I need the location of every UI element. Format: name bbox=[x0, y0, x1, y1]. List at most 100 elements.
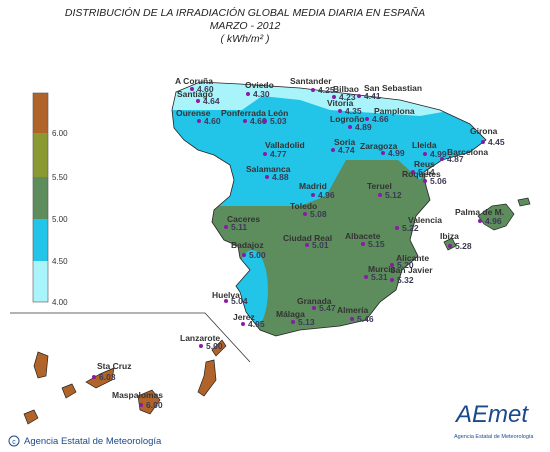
station-name: Salamanca bbox=[246, 164, 291, 174]
legend-tick-label: 6.00 bbox=[52, 129, 68, 138]
station-name: Murcia bbox=[368, 264, 396, 274]
legend-band bbox=[33, 93, 48, 133]
el-hierro bbox=[23, 409, 39, 425]
legend-band bbox=[33, 177, 48, 219]
station-value: 4.66 bbox=[372, 114, 389, 124]
credit: Agencia Estatal de Meteorología bbox=[24, 436, 162, 447]
station-name: Valencia bbox=[408, 215, 442, 225]
station-value: 4.95 bbox=[248, 319, 265, 329]
station-name: Granada bbox=[297, 296, 332, 306]
station-value: 4.45 bbox=[488, 137, 505, 147]
station-dot bbox=[291, 320, 295, 324]
station-value: 5.03 bbox=[270, 116, 287, 126]
station-value: 5.00 bbox=[249, 250, 266, 260]
station-name: Roquetes bbox=[402, 169, 441, 179]
station-value: 4.87 bbox=[447, 154, 464, 164]
station-dot bbox=[199, 344, 203, 348]
legend-frame bbox=[32, 92, 49, 303]
station-dot bbox=[395, 226, 399, 230]
lanzarote bbox=[211, 339, 227, 357]
station-name: Maspalomas bbox=[112, 390, 163, 400]
station-dot bbox=[243, 119, 247, 123]
station-value: 4.96 bbox=[318, 190, 335, 200]
station-dot bbox=[423, 152, 427, 156]
station-value: 4.60 bbox=[204, 116, 221, 126]
station-dot bbox=[246, 92, 250, 96]
station-name: Bilbao bbox=[333, 84, 359, 94]
station-name: Lanzarote bbox=[180, 333, 220, 343]
station-value: 4.64 bbox=[203, 96, 220, 106]
station-name: Almería bbox=[337, 305, 368, 315]
station-value: 4.60 bbox=[197, 84, 214, 94]
copyright-icon bbox=[8, 435, 20, 447]
station-name: Pamplona bbox=[374, 106, 415, 116]
station-dot bbox=[364, 275, 368, 279]
station-dot bbox=[361, 242, 365, 246]
station-value: 5.22 bbox=[402, 223, 419, 233]
stations: A Coruña4.60Santiago4.64Oviedo4.30Santan… bbox=[92, 76, 505, 410]
legend-tick-label: 5.50 bbox=[52, 173, 68, 182]
logo-caption: Agencia Estatal de Meteorología bbox=[454, 434, 534, 440]
la-gomera bbox=[61, 383, 77, 399]
station-value: 4.66 bbox=[250, 116, 267, 126]
station-value: 5.08 bbox=[310, 209, 327, 219]
station-value: 4.77 bbox=[270, 149, 287, 159]
station-name: Caceres bbox=[227, 214, 260, 224]
logo: AEmet bbox=[454, 401, 529, 428]
station-dot bbox=[242, 253, 246, 257]
station-name: Toledo bbox=[290, 201, 317, 211]
station-name: San Sebastian bbox=[364, 83, 422, 93]
station-dot bbox=[448, 244, 452, 248]
coastline bbox=[171, 81, 487, 337]
station-name: Vitoria bbox=[327, 98, 354, 108]
station-dot bbox=[263, 119, 267, 123]
station-name: Oviedo bbox=[245, 80, 274, 90]
station-value: 5.31 bbox=[371, 272, 388, 282]
station-name: Ourense bbox=[176, 108, 211, 118]
station-value: 5.47 bbox=[319, 303, 336, 313]
station-dot bbox=[481, 140, 485, 144]
station-dot bbox=[411, 170, 415, 174]
legend-tick-label: 5.00 bbox=[52, 215, 68, 224]
menorca bbox=[517, 197, 531, 207]
station-dot bbox=[265, 175, 269, 179]
station-value: 4.41 bbox=[364, 91, 381, 101]
zone-lightcyan bbox=[172, 82, 486, 116]
station-name: Jerez bbox=[233, 312, 255, 322]
station-dot bbox=[423, 179, 427, 183]
station-value: 5.00 bbox=[206, 341, 223, 351]
station-name: Soria bbox=[334, 137, 356, 147]
station-value: 4.23 bbox=[339, 92, 356, 102]
station-dot bbox=[338, 109, 342, 113]
station-dot bbox=[440, 157, 444, 161]
station-value: 4.99 bbox=[430, 149, 447, 159]
station-name: Ponferrada bbox=[221, 108, 266, 118]
mallorca bbox=[477, 203, 515, 231]
station-value: 5.04 bbox=[231, 296, 248, 306]
station-name: Madrid bbox=[299, 181, 327, 191]
station-name: Lleida bbox=[412, 140, 437, 150]
station-name: Barcelona bbox=[447, 147, 488, 157]
station-name: Logroño bbox=[330, 114, 364, 124]
legend-band bbox=[33, 133, 48, 177]
station-value: 5.32 bbox=[397, 275, 414, 285]
station-value: 5.01 bbox=[312, 240, 329, 250]
station-name: Alicante bbox=[396, 253, 429, 263]
copyright-mark: c bbox=[12, 439, 16, 446]
station-dot bbox=[350, 317, 354, 321]
station-value: 5.12 bbox=[385, 190, 402, 200]
station-dot bbox=[224, 299, 228, 303]
station-name: Girona bbox=[470, 126, 498, 136]
station-dot bbox=[139, 403, 143, 407]
station-name: A Coruña bbox=[175, 76, 213, 86]
inset-border bbox=[10, 312, 251, 363]
station-name: Ibiza bbox=[440, 231, 459, 241]
station-name: Albacete bbox=[345, 231, 381, 241]
station-value: 4.88 bbox=[272, 172, 289, 182]
station-value: 4.89 bbox=[355, 122, 372, 132]
legend-band bbox=[33, 219, 48, 261]
station-value: 5.06 bbox=[430, 176, 447, 186]
station-value: 5.20 bbox=[397, 260, 414, 270]
station-dot bbox=[378, 193, 382, 197]
